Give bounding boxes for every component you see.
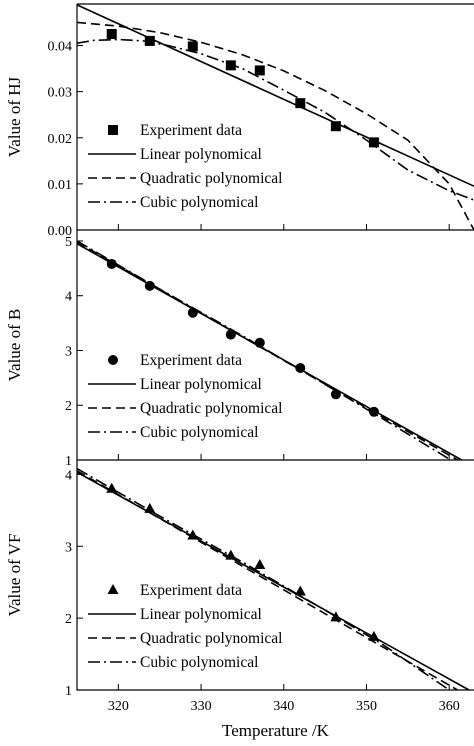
series-line-cubic-polynomical bbox=[77, 467, 450, 690]
series-line-quadratic-polynomical bbox=[77, 470, 458, 690]
axis-frame bbox=[76, 3, 474, 231]
data-point bbox=[368, 406, 379, 417]
y-tick-label: 1 bbox=[65, 454, 72, 469]
data-point bbox=[106, 482, 118, 493]
y-tick-label: 4 bbox=[65, 468, 72, 483]
data-point bbox=[187, 307, 198, 318]
y-axis-title: Value of VF bbox=[5, 534, 24, 617]
data-point bbox=[254, 337, 265, 348]
legend-label: Quadratic polynomical bbox=[140, 170, 282, 187]
x-tick-label: 360 bbox=[439, 699, 460, 714]
legend-marker bbox=[108, 355, 118, 365]
y-axis-title: Value of B bbox=[5, 309, 24, 382]
y-tick-label: 3 bbox=[65, 344, 72, 359]
legend-marker bbox=[107, 584, 119, 594]
y-tick-label: 0.01 bbox=[48, 178, 73, 193]
legend-marker bbox=[108, 125, 118, 135]
panel-b: 1 2 3 4 5 Value of B Experiment data Linear pol… bbox=[5, 230, 474, 469]
data-point bbox=[225, 329, 236, 340]
legend-label: Linear polynomical bbox=[140, 146, 262, 163]
x-axis-title: Temperature /K bbox=[222, 721, 330, 740]
panel-hj: 0.00 0.01 0.02 0.03 0.04 Value of HJ Experimen… bbox=[5, 3, 474, 239]
data-point bbox=[106, 258, 117, 269]
data-point bbox=[330, 611, 342, 622]
y-tick-label: 4 bbox=[65, 290, 72, 305]
series-line-linear-polynomical bbox=[77, 4, 474, 187]
legend-label: Experiment data bbox=[140, 122, 242, 139]
data-point bbox=[330, 121, 341, 132]
x-tick-label: 330 bbox=[191, 699, 212, 714]
data-point bbox=[330, 389, 341, 400]
legend-label: Cubic polynomical bbox=[140, 194, 258, 211]
legend-label: Experiment data bbox=[140, 352, 242, 369]
y-tick-label: 2 bbox=[65, 399, 72, 414]
panel-vf: 1 2 3 4 320 330 340 350 360 Value of VF Temperatur… bbox=[5, 460, 474, 740]
y-tick-label: 0.04 bbox=[48, 40, 73, 55]
y-tick-label: 5 bbox=[65, 235, 72, 250]
y-tick-label: 0.02 bbox=[48, 132, 73, 147]
data-point bbox=[295, 363, 306, 373]
data-point bbox=[187, 41, 198, 52]
series-line-linear-polynomical bbox=[77, 471, 470, 690]
data-point bbox=[144, 35, 155, 46]
data-point bbox=[254, 558, 266, 569]
axis-frame bbox=[76, 460, 474, 691]
x-tick-label: 350 bbox=[356, 699, 377, 714]
x-tick-label: 340 bbox=[273, 699, 294, 714]
series-line-quadratic-polynomical bbox=[77, 21, 474, 230]
data-point bbox=[144, 280, 155, 291]
legend-label: Linear polynomical bbox=[140, 376, 262, 393]
data-point bbox=[254, 65, 265, 76]
data-point bbox=[106, 28, 117, 39]
data-point bbox=[225, 60, 236, 71]
y-axis-title: Value of HJ bbox=[5, 76, 24, 157]
y-tick-label: 2 bbox=[65, 612, 72, 627]
legend-label: Cubic polynomical bbox=[140, 654, 258, 671]
data-point bbox=[295, 98, 306, 109]
legend-label: Experiment data bbox=[140, 582, 242, 599]
data-point bbox=[368, 137, 379, 148]
data-point bbox=[368, 630, 380, 641]
data-point bbox=[144, 502, 156, 513]
data-point bbox=[225, 549, 237, 560]
y-tick-label: 0.00 bbox=[48, 224, 73, 239]
data-point bbox=[187, 529, 199, 540]
legend-label: Quadratic polynomical bbox=[140, 630, 282, 647]
legend-label: Cubic polynomical bbox=[140, 424, 258, 441]
data-point bbox=[294, 585, 306, 596]
legend-label: Linear polynomical bbox=[140, 606, 262, 623]
y-tick-label: 1 bbox=[65, 684, 72, 699]
y-tick-label: 3 bbox=[65, 540, 72, 555]
legend-label: Quadratic polynomical bbox=[140, 400, 282, 417]
x-tick-label: 320 bbox=[108, 699, 129, 714]
axis-frame bbox=[76, 230, 474, 461]
y-tick-label: 0.03 bbox=[48, 86, 73, 101]
